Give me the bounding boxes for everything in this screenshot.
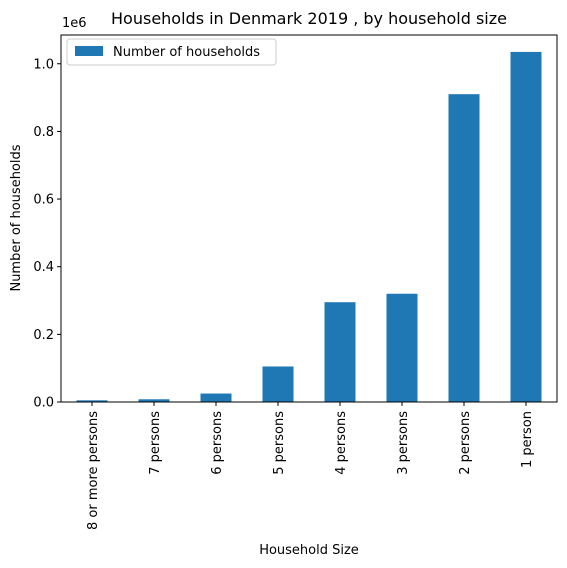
x-tick-label: 4 persons	[334, 411, 349, 475]
bar	[510, 51, 542, 402]
x-tick-label: 6 persons	[210, 411, 225, 475]
x-tick-label: 2 persons	[458, 411, 473, 475]
y-axis-label: Number of households	[9, 144, 24, 291]
bar	[386, 293, 418, 402]
bar	[324, 302, 356, 402]
y-tick-label: 0.4	[33, 260, 54, 275]
y-tick-label: 0.6	[33, 193, 54, 208]
x-tick-label: 7 persons	[148, 411, 163, 475]
x-tick-label: 5 persons	[272, 411, 287, 475]
bar	[262, 366, 294, 402]
bar	[448, 94, 480, 403]
y-tick-label: 1.0	[33, 57, 54, 72]
legend: Number of households	[66, 38, 277, 66]
legend-label: Number of households	[113, 45, 260, 60]
chart-title: Households in Denmark 2019 , by househol…	[111, 9, 507, 28]
x-tick-label: 8 or more persons	[86, 411, 101, 530]
legend-box	[66, 38, 277, 66]
bar	[200, 393, 232, 402]
y-tick-label: 0.8	[33, 125, 54, 140]
x-axis-label: Household Size	[259, 543, 359, 558]
legend-swatch	[75, 46, 103, 56]
plot-area: 8 or more persons 7 persons 6 persons 5 per…	[33, 51, 542, 530]
bar	[138, 399, 170, 402]
x-tick-label: 3 persons	[396, 411, 411, 475]
plot-frame	[60, 34, 558, 403]
x-tick-label: 1 person	[520, 411, 535, 468]
y-tick-label: 0.2	[33, 328, 54, 343]
y-tick-label: 0.0	[33, 396, 54, 411]
bar	[76, 400, 108, 402]
y-axis-offset-label: 1e6	[62, 16, 87, 31]
